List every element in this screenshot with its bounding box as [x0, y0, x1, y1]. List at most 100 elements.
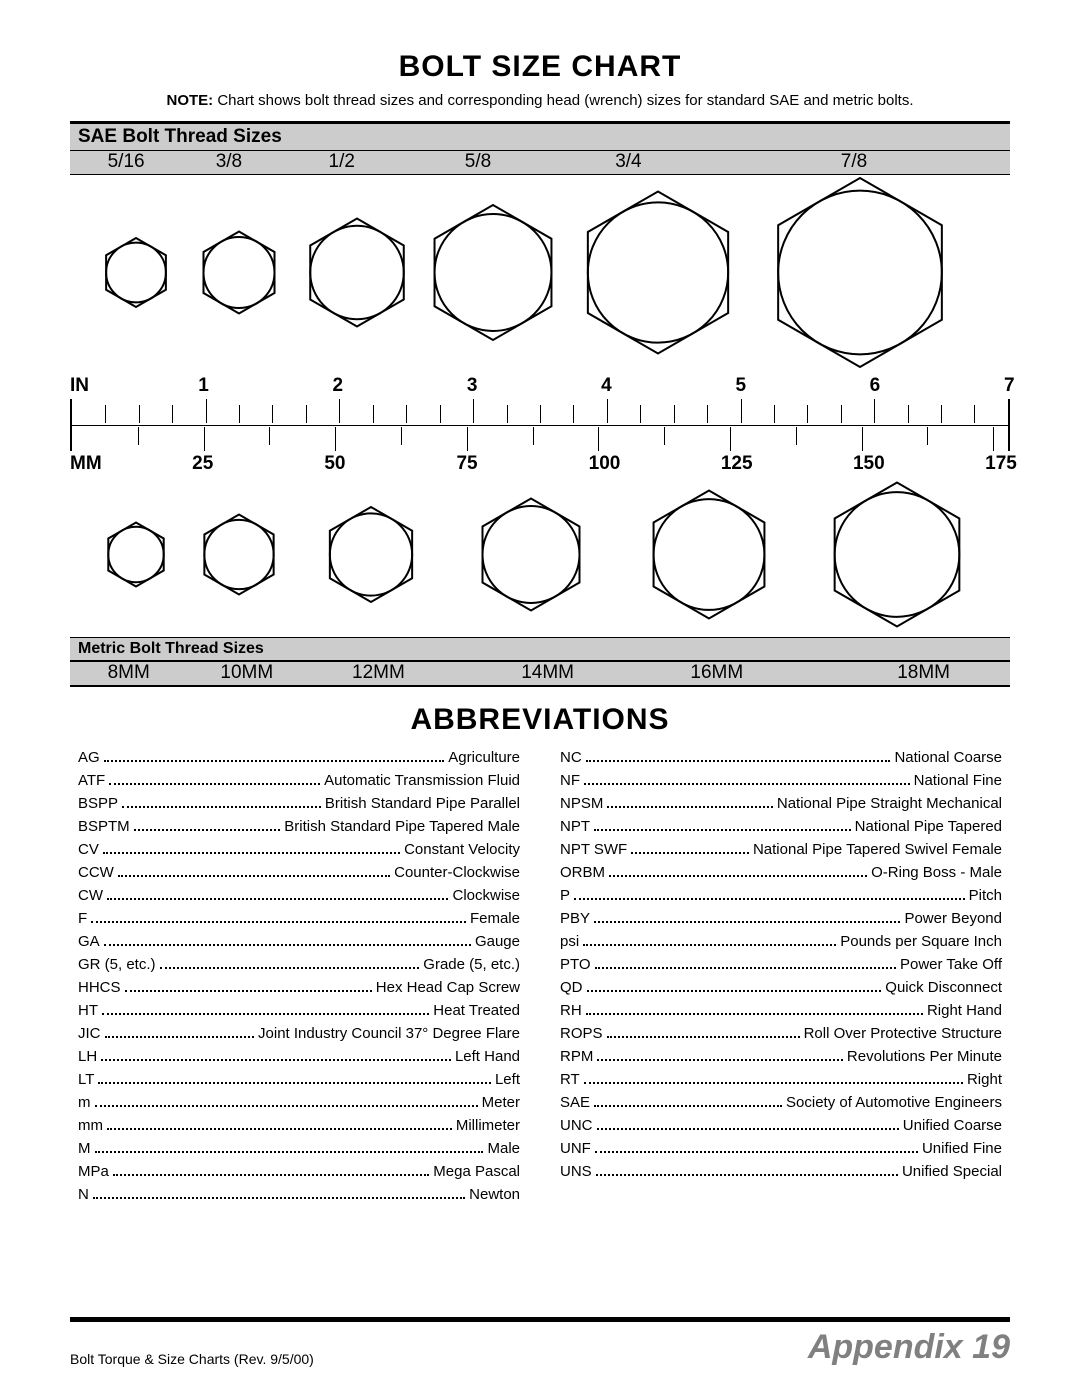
- bolt-hex-icon: [100, 519, 172, 596]
- in-tick-label: 3: [467, 375, 478, 397]
- abbrev-def: Unified Fine: [922, 1140, 1002, 1157]
- leader-dots: [587, 982, 882, 993]
- abbrev-entry: PBYPower Beyond: [560, 910, 1002, 927]
- abbrev-def: Gauge: [475, 933, 520, 950]
- abbrev-key: LT: [78, 1071, 94, 1088]
- bolt-hex-icon: [821, 479, 973, 636]
- abbrev-key: NPSM: [560, 795, 603, 812]
- abbrev-def: Unified Coarse: [903, 1117, 1002, 1134]
- abbrev-def: National Pipe Tapered: [855, 818, 1002, 835]
- abbrev-key: ORBM: [560, 864, 605, 881]
- abbrev-entry: ROPSRoll Over Protective Structure: [560, 1025, 1002, 1042]
- abbrev-entry: HHCSHex Head Cap Screw: [78, 979, 520, 996]
- abbrev-entry: JICJoint Industry Council 37° Degree Fla…: [78, 1025, 520, 1042]
- leader-dots: [104, 936, 471, 947]
- abbrev-key: PTO: [560, 956, 591, 973]
- bolt-hex-icon: [573, 188, 743, 363]
- leader-dots: [594, 913, 900, 924]
- leader-dots: [107, 1120, 452, 1131]
- abbrev-def: Agriculture: [448, 749, 520, 766]
- abbrev-entry: GR (5, etc.)Grade (5, etc.): [78, 956, 520, 973]
- abbrev-columns: AGAgricultureATFAutomatic Transmission F…: [70, 749, 1010, 1209]
- abbrev-def: Automatic Transmission Fluid: [324, 772, 520, 789]
- footer-left: Bolt Torque & Size Charts (Rev. 9/5/00): [70, 1351, 314, 1367]
- metric-size-label: 16MM: [690, 662, 743, 684]
- sae-size-label: 7/8: [841, 151, 867, 173]
- abbrev-def: Pitch: [969, 887, 1002, 904]
- abbrev-entry: QDQuick Disconnect: [560, 979, 1002, 996]
- abbrev-key: RH: [560, 1002, 582, 1019]
- ruler-tick: [874, 399, 875, 423]
- abbrev-entry: CVConstant Velocity: [78, 841, 520, 858]
- abbrev-entry: MMale: [78, 1140, 520, 1157]
- leader-dots: [584, 775, 910, 786]
- abbrev-key: ROPS: [560, 1025, 603, 1042]
- abbrev-entry: UNCUnified Coarse: [560, 1117, 1002, 1134]
- abbrev-def: Heat Treated: [433, 1002, 520, 1019]
- ruler-tick: [573, 405, 574, 423]
- ruler-tick: [473, 399, 474, 423]
- abbrev-key: GA: [78, 933, 100, 950]
- abbrev-key: UNF: [560, 1140, 591, 1157]
- abbrev-def: Clockwise: [452, 887, 520, 904]
- leader-dots: [95, 1097, 478, 1108]
- abbrev-key: mm: [78, 1117, 103, 1134]
- abbrev-def: Joint Industry Council 37° Degree Flare: [258, 1025, 520, 1042]
- abbrev-key: SAE: [560, 1094, 590, 1111]
- leader-dots: [122, 798, 321, 809]
- ruler-tick: [927, 427, 928, 445]
- leader-dots: [101, 1051, 451, 1062]
- ruler-tick: [941, 405, 942, 423]
- inch-labels: IN1234567: [70, 375, 1010, 397]
- abbrev-key: NF: [560, 772, 580, 789]
- bolt-hex-icon: [97, 234, 174, 316]
- ruler-tick: [105, 405, 106, 423]
- ruler-tick: [841, 405, 842, 423]
- leader-dots: [586, 1005, 923, 1016]
- abbrev-title: ABBREVIATIONS: [70, 703, 1010, 737]
- metric-size-label: 10MM: [220, 662, 273, 684]
- abbrev-entry: MPaMega Pascal: [78, 1163, 520, 1180]
- ruler-tick: [664, 427, 665, 445]
- metric-size-label: 8MM: [108, 662, 150, 684]
- ruler-tick: [674, 405, 675, 423]
- ruler-tick: [974, 405, 975, 423]
- abbrev-entry: PTOPower Take Off: [560, 956, 1002, 973]
- abbrev-def: Millimeter: [456, 1117, 520, 1134]
- abbrev-key: M: [78, 1140, 91, 1157]
- leader-dots: [98, 1074, 491, 1085]
- leader-dots: [91, 913, 466, 924]
- leader-dots: [597, 1120, 899, 1131]
- ruler-tick: [401, 427, 402, 445]
- abbrev-key: MPa: [78, 1163, 109, 1180]
- bolt-hex-icon: [299, 215, 415, 336]
- mm-tick-label: 75: [456, 453, 477, 475]
- leader-dots: [595, 1143, 918, 1154]
- mm-tick-label: 125: [721, 453, 753, 475]
- abbrev-def: National Fine: [914, 772, 1002, 789]
- ruler-tick: [206, 399, 207, 423]
- mm-tick-label: 50: [324, 453, 345, 475]
- bolt-chart: SAE Bolt Thread Sizes 5/163/81/25/83/47/…: [70, 121, 1010, 687]
- abbrev-def: Female: [470, 910, 520, 927]
- leader-dots: [134, 821, 281, 832]
- abbrev-key: PBY: [560, 910, 590, 927]
- in-tick-label: 1: [198, 375, 209, 397]
- leader-dots: [594, 821, 851, 832]
- leader-dots: [583, 936, 836, 947]
- abbrev-key: HHCS: [78, 979, 121, 996]
- ruler-tick: [741, 399, 742, 423]
- mm-tick-label: 175: [985, 453, 1017, 475]
- abbrev-entry: UNF Unified Fine: [560, 1140, 1002, 1157]
- abbrev-entry: NPT SWFNational Pipe Tapered Swivel Fema…: [560, 841, 1002, 858]
- abbrev-key: RT: [560, 1071, 580, 1088]
- metric-header: Metric Bolt Thread Sizes: [70, 637, 1010, 661]
- ruler-tick: [440, 405, 441, 423]
- abbrev-entry: BSPTMBritish Standard Pipe Tapered Male: [78, 818, 520, 835]
- abbrev-def: Constant Velocity: [404, 841, 520, 858]
- abbrev-entry: psiPounds per Square Inch: [560, 933, 1002, 950]
- ruler-graphic: [70, 399, 1010, 451]
- abbrev-key: P: [560, 887, 570, 904]
- abbrev-key: HT: [78, 1002, 98, 1019]
- abbrev-key: CCW: [78, 864, 114, 881]
